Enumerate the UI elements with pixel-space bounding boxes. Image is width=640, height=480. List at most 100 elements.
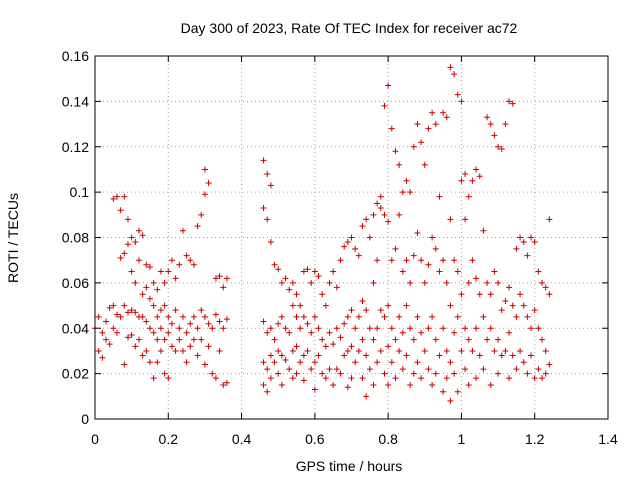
data-point [429, 234, 436, 241]
data-point [344, 347, 351, 354]
data-point [392, 148, 399, 155]
data-point [187, 343, 194, 350]
data-point [396, 161, 403, 168]
data-point [267, 325, 274, 332]
data-point [110, 302, 117, 309]
data-point [542, 370, 549, 377]
x-tick-label: 0.8 [378, 431, 398, 447]
data-point [201, 361, 208, 368]
data-point [517, 347, 524, 354]
data-point [300, 268, 307, 275]
data-point [498, 352, 505, 359]
data-point [447, 397, 454, 404]
data-point [212, 275, 219, 282]
data-point [278, 313, 285, 320]
data-point [469, 177, 476, 184]
data-point [506, 329, 513, 336]
data-point [363, 307, 370, 314]
data-point [440, 257, 447, 264]
y-tick-label: 0.12 [62, 139, 89, 155]
data-point [322, 343, 329, 350]
data-point [198, 336, 205, 343]
data-point [165, 268, 172, 275]
data-point [535, 366, 542, 373]
data-point [139, 352, 146, 359]
data-point [454, 388, 461, 395]
data-point [300, 377, 307, 384]
data-point [374, 325, 381, 332]
data-point [139, 232, 146, 239]
data-point [264, 216, 271, 223]
data-point [278, 352, 285, 359]
data-point [462, 170, 469, 177]
data-point [546, 361, 553, 368]
data-point [154, 359, 161, 366]
data-point [513, 366, 520, 373]
data-point [476, 173, 483, 180]
x-tick-label: 0.2 [159, 431, 179, 447]
data-point [278, 279, 285, 286]
data-point [117, 313, 124, 320]
data-point [282, 275, 289, 282]
data-point [275, 266, 282, 273]
data-point [179, 347, 186, 354]
x-tick-label: 1.2 [525, 431, 545, 447]
plot-frame [94, 55, 609, 420]
data-point [451, 257, 458, 264]
y-tick-label: 0.1 [70, 184, 90, 200]
data-point [385, 381, 392, 388]
data-point [176, 336, 183, 343]
data-point [429, 109, 436, 116]
data-point [106, 304, 113, 311]
data-point [381, 102, 388, 109]
data-point [421, 347, 428, 354]
data-point [150, 329, 157, 336]
data-point [418, 329, 425, 336]
data-point [161, 370, 168, 377]
data-point [110, 195, 117, 202]
data-point [135, 336, 142, 343]
data-point [330, 268, 337, 275]
data-point [432, 336, 439, 343]
data-point [271, 359, 278, 366]
data-point [388, 325, 395, 332]
data-point [341, 320, 348, 327]
data-point [410, 143, 417, 150]
data-point [491, 132, 498, 139]
data-point [396, 347, 403, 354]
data-point [473, 166, 480, 173]
data-point [458, 347, 465, 354]
data-points [92, 64, 553, 404]
data-point [399, 189, 406, 196]
data-point [539, 279, 546, 286]
data-point [278, 381, 285, 388]
data-point [542, 284, 549, 291]
data-point [128, 307, 135, 314]
data-point [440, 325, 447, 332]
x-tick-label: 1.4 [598, 431, 618, 447]
data-point [168, 343, 175, 350]
data-point [161, 302, 168, 309]
data-point [436, 352, 443, 359]
data-point [502, 347, 509, 354]
data-point [289, 375, 296, 382]
data-point [432, 245, 439, 252]
data-point [286, 329, 293, 336]
data-point [495, 370, 502, 377]
data-point [377, 193, 384, 200]
data-point [447, 302, 454, 309]
data-point [524, 252, 531, 259]
data-point [275, 347, 282, 354]
data-point [143, 284, 150, 291]
data-point [498, 146, 505, 153]
data-point [286, 366, 293, 373]
data-point [480, 313, 487, 320]
data-point [546, 291, 553, 298]
data-point [128, 234, 135, 241]
data-point [319, 291, 326, 298]
x-tick-label: 0.4 [232, 431, 252, 447]
data-point [150, 279, 157, 286]
data-point [348, 307, 355, 314]
data-point [399, 366, 406, 373]
